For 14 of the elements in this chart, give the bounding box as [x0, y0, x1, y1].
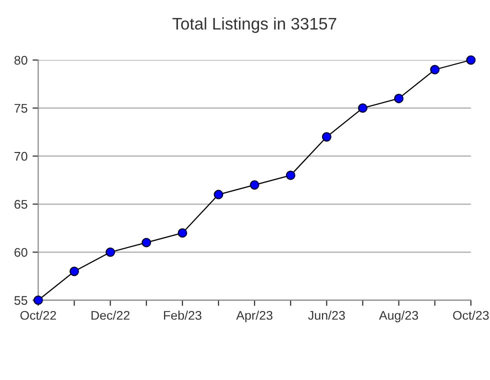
- x-tick-label: Oct/23: [453, 310, 489, 320]
- y-tick-label: 70: [14, 152, 28, 161]
- y-tick-label: 60: [14, 248, 28, 257]
- x-tick-label: Apr/23: [236, 310, 272, 322]
- y-tick-label: 75: [14, 104, 28, 113]
- x-tick-label: Oct/22: [20, 310, 56, 320]
- x-tick-label: Dec/22: [92, 310, 130, 320]
- y-tick-label: 55: [14, 296, 28, 305]
- chart-title: Total Listings in 33157: [172, 17, 336, 33]
- y-tick-label: 65: [14, 200, 28, 209]
- x-tick-label: Aug/23: [378, 310, 418, 322]
- y-tick-label: 80: [14, 56, 28, 65]
- x-tick-label: Jun/23: [308, 310, 345, 320]
- x-tick-label: Feb/23: [164, 310, 202, 320]
